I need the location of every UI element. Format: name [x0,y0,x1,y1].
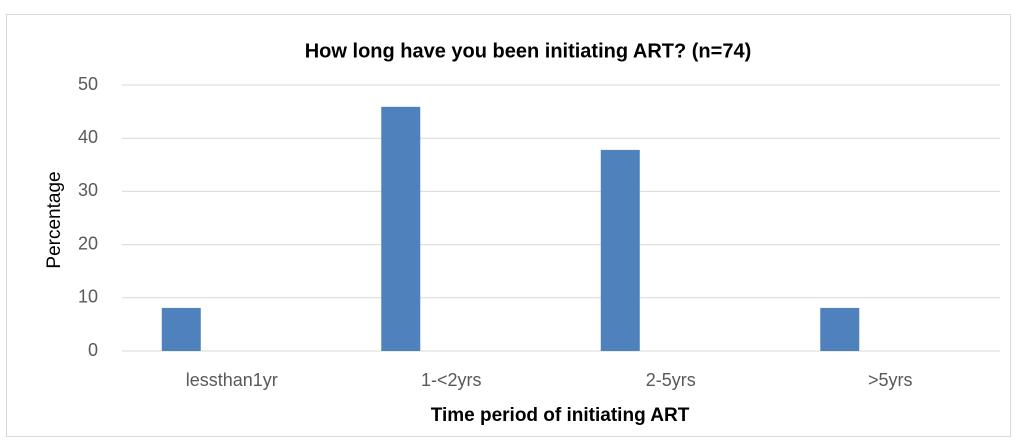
chart-title: How long have you been initiating ART? (… [305,40,752,62]
bar [381,106,421,351]
y-tick-label: 30 [78,180,98,200]
y-tick-label: 20 [78,233,98,253]
y-tick-label: 50 [78,74,98,94]
chart-border [6,14,1011,437]
x-tick-label: >5yrs [868,370,913,390]
y-tick-label: 40 [78,127,98,147]
y-tick-label: 0 [88,340,98,360]
x-tick-label: 2-5yrs [646,370,696,390]
bar [600,149,640,351]
y-tick-label: 10 [78,287,98,307]
y-axis-title: Percentage [44,171,65,268]
bar [820,307,860,351]
bar [161,307,201,351]
x-tick-label: lessthan1yr [186,370,278,390]
x-axis-title: Time period of initiating ART [431,405,690,426]
x-tick-label: 1-<2yrs [421,370,482,390]
